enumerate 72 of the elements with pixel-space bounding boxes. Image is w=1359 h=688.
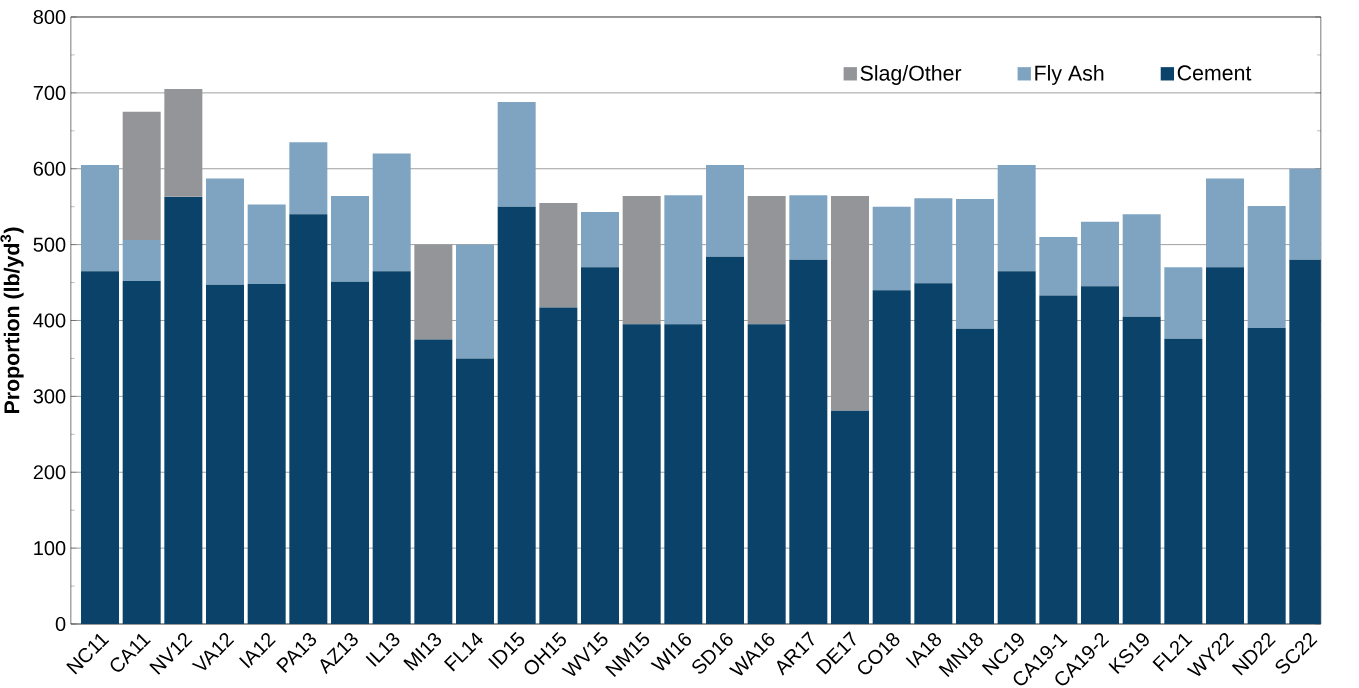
y-tick-label: 500 [33,237,66,252]
bar [664,195,703,325]
bar [1039,295,1078,624]
bar [956,328,995,624]
bar [247,204,286,285]
bar [622,196,661,325]
bar [1206,267,1244,624]
bar [414,339,453,624]
bar [789,259,828,624]
bar [872,206,911,291]
y-tick-label: 300 [33,389,66,404]
bar [1206,178,1244,268]
bar [81,164,120,272]
bar [1081,221,1120,287]
y-tick-label: 600 [33,161,66,176]
bar [1247,205,1286,329]
bar [206,284,245,624]
bar [206,178,245,285]
bar [1081,286,1120,624]
bar [331,196,370,282]
bar [581,211,620,268]
y-tick-label: 100 [34,541,66,556]
bar [122,281,161,624]
bar [539,202,578,308]
bar [997,164,1036,272]
bar [456,244,495,359]
bar [914,198,953,284]
bar [872,290,911,624]
bar [122,111,161,241]
bar [456,358,495,624]
y-tick-label: 400 [33,313,66,328]
bar [1122,214,1161,317]
bar [164,89,203,197]
bar [497,101,536,207]
y-tick-label: 0 [55,616,66,632]
legend-label: Fly Ash [1035,65,1104,85]
bar [164,196,203,624]
bar [956,199,995,329]
bar [1039,237,1078,296]
bar [331,281,370,624]
bar [622,324,661,624]
bar [706,164,745,257]
bar [539,307,578,624]
bar [289,142,328,215]
bar [1164,338,1203,624]
bar [747,324,786,624]
legend-label: Cement [1177,65,1252,81]
bar [1164,267,1203,339]
bar [831,196,869,411]
bar [789,195,828,260]
bar [706,256,745,624]
bar [497,206,536,624]
bar [81,271,120,624]
bar [831,410,869,624]
bar [581,267,620,624]
y-tick-label: 700 [33,85,66,100]
y-axis-title: Proportion (lb/yd$^{3}$) [0,227,24,414]
bar [1247,328,1286,624]
bar [414,244,453,340]
bar [914,283,953,624]
bar [372,271,411,624]
bar [122,240,161,282]
y-tick-label: 800 [33,9,66,25]
bar [747,196,786,325]
bar [997,271,1036,624]
y-tick-label: 200 [33,465,66,480]
bar [247,284,286,624]
bar [1122,316,1161,624]
bar [289,214,328,624]
bar [664,324,703,624]
legend-label: Slag/Other [860,65,962,85]
bar [372,153,411,272]
